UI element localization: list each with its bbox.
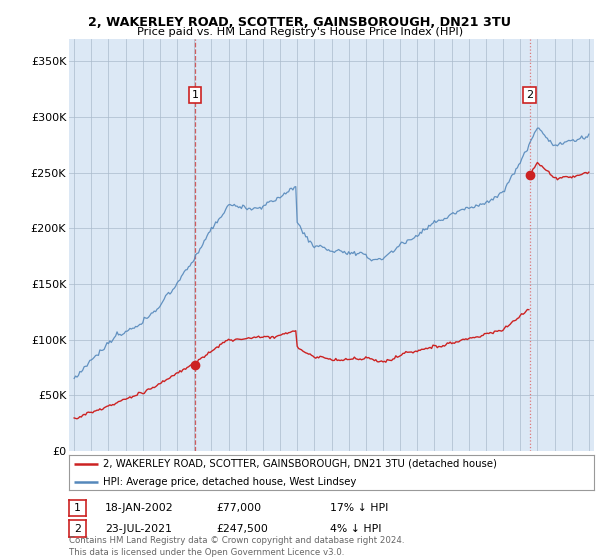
Text: £247,500: £247,500 [216,524,268,534]
Text: 2: 2 [74,524,81,534]
Text: HPI: Average price, detached house, West Lindsey: HPI: Average price, detached house, West… [103,477,356,487]
Text: 1: 1 [191,90,199,100]
Text: 17% ↓ HPI: 17% ↓ HPI [330,503,388,513]
Text: Price paid vs. HM Land Registry's House Price Index (HPI): Price paid vs. HM Land Registry's House … [137,27,463,37]
Text: £77,000: £77,000 [216,503,261,513]
Text: 18-JAN-2002: 18-JAN-2002 [105,503,173,513]
Text: 4% ↓ HPI: 4% ↓ HPI [330,524,382,534]
Text: 1: 1 [74,503,81,513]
Text: 2: 2 [526,90,533,100]
Text: Contains HM Land Registry data © Crown copyright and database right 2024.
This d: Contains HM Land Registry data © Crown c… [69,536,404,557]
Text: 2, WAKERLEY ROAD, SCOTTER, GAINSBOROUGH, DN21 3TU: 2, WAKERLEY ROAD, SCOTTER, GAINSBOROUGH,… [89,16,511,29]
Text: 23-JUL-2021: 23-JUL-2021 [105,524,172,534]
Text: 2, WAKERLEY ROAD, SCOTTER, GAINSBOROUGH, DN21 3TU (detached house): 2, WAKERLEY ROAD, SCOTTER, GAINSBOROUGH,… [103,459,497,469]
